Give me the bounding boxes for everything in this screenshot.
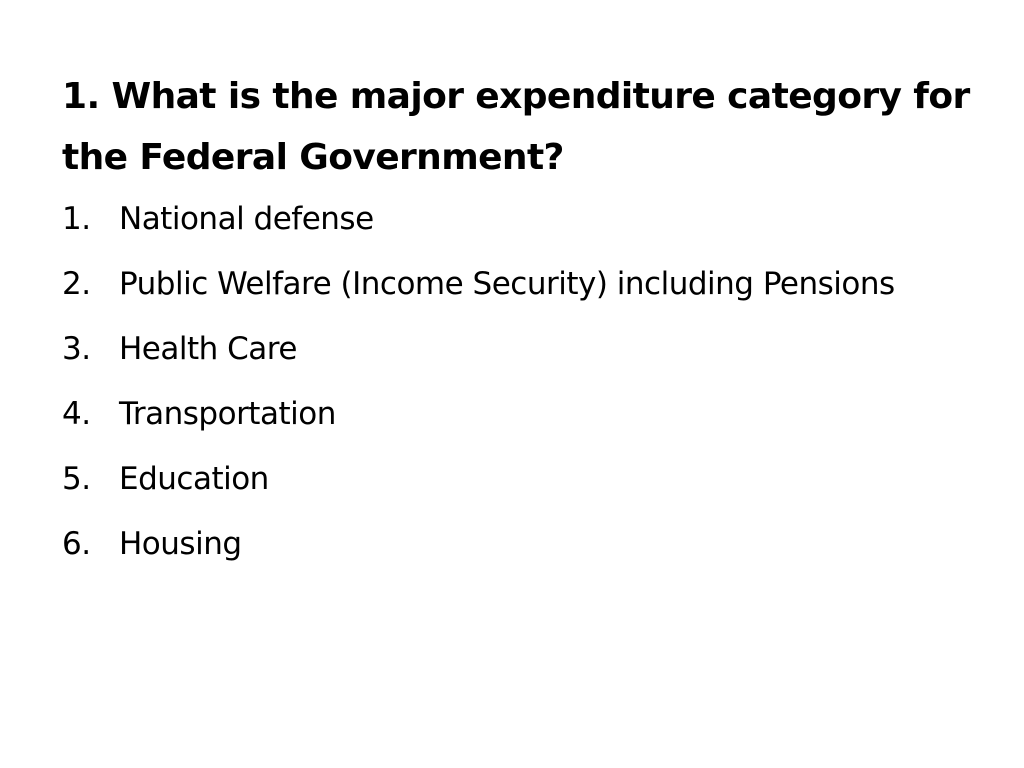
option-number: 6.: [62, 526, 91, 562]
question-heading: 1. What is the major expenditure categor…: [62, 76, 970, 178]
option-text: Housing: [119, 526, 242, 562]
answer-option-1: 1. National defense: [62, 193, 962, 246]
option-text: Public Welfare (Income Security) includi…: [119, 266, 895, 302]
option-number: 1.: [62, 201, 91, 237]
option-number: 2.: [62, 266, 91, 302]
answer-option-2: 2. Public Welfare (Income Security) incl…: [62, 258, 962, 311]
option-number: 5.: [62, 461, 91, 497]
option-number: 4.: [62, 396, 91, 432]
option-text: National defense: [119, 201, 374, 237]
option-number: 3.: [62, 331, 91, 367]
answer-option-4: 4. Transportation: [62, 388, 962, 441]
option-text: Education: [119, 461, 269, 497]
option-text: Health Care: [119, 331, 297, 367]
answer-options-list: 1. National defense 2. Public Welfare (I…: [62, 193, 962, 583]
answer-option-3: 3. Health Care: [62, 323, 962, 376]
answer-option-5: 5. Education: [62, 453, 962, 506]
option-text: Transportation: [119, 396, 336, 432]
answer-option-6: 6. Housing: [62, 518, 962, 571]
